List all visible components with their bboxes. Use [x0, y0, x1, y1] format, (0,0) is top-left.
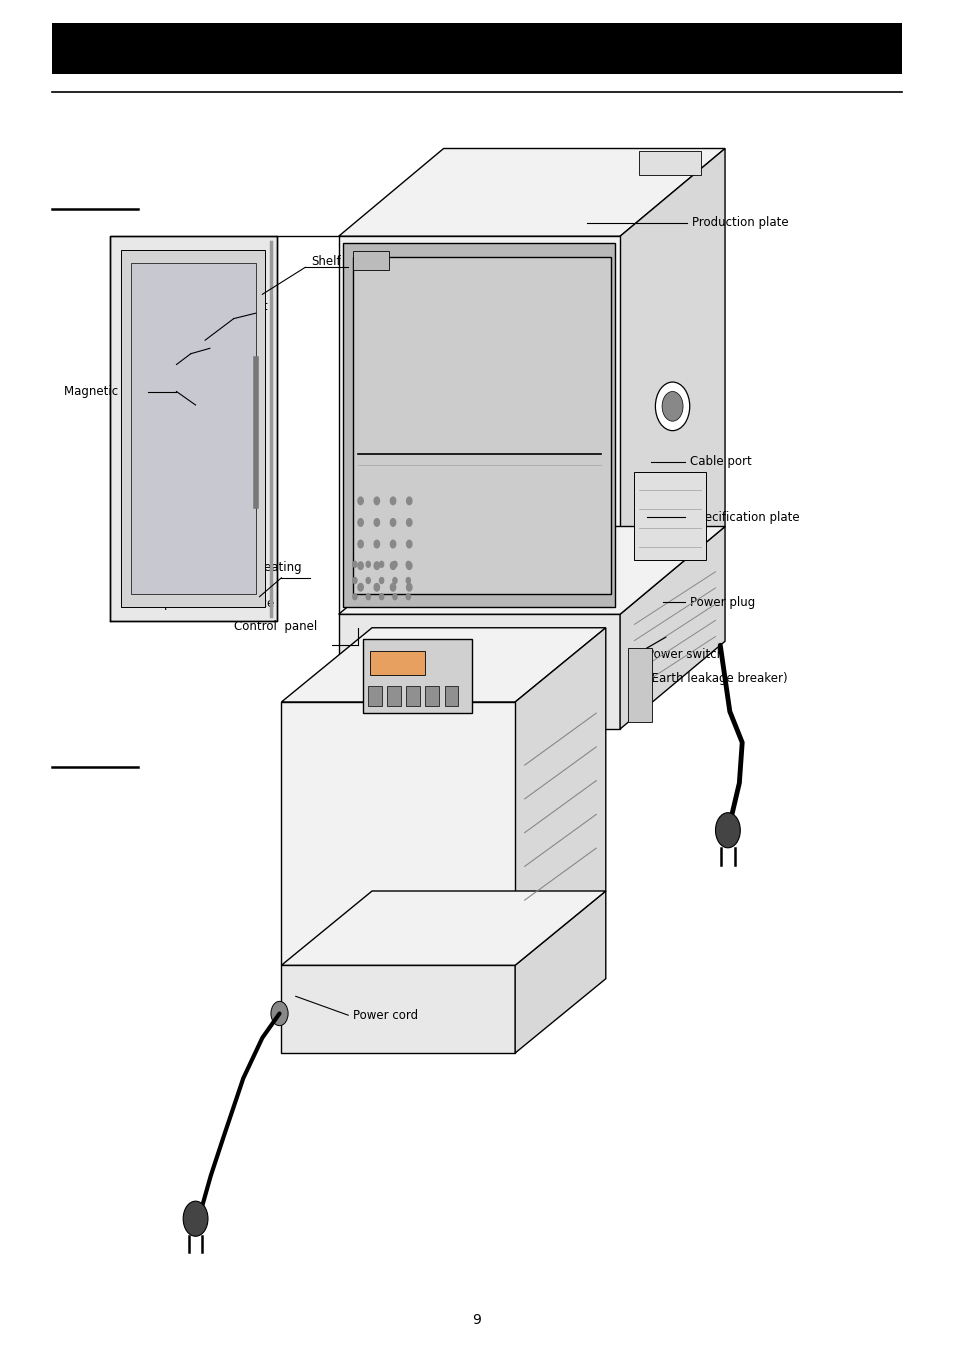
Circle shape — [406, 497, 412, 505]
Text: (Earth leakage breaker): (Earth leakage breaker) — [646, 672, 786, 686]
Circle shape — [353, 594, 356, 599]
Circle shape — [183, 1202, 208, 1237]
Circle shape — [366, 562, 370, 567]
Circle shape — [357, 518, 363, 526]
Polygon shape — [338, 526, 724, 614]
Circle shape — [353, 578, 356, 583]
Text: Cable port: Cable port — [689, 455, 751, 468]
Circle shape — [357, 497, 363, 505]
Polygon shape — [619, 526, 724, 729]
Circle shape — [366, 594, 370, 599]
Circle shape — [353, 562, 356, 567]
Polygon shape — [338, 614, 619, 729]
Polygon shape — [343, 243, 615, 608]
Polygon shape — [281, 891, 605, 965]
Circle shape — [406, 562, 410, 567]
Text: 9: 9 — [472, 1314, 481, 1327]
Polygon shape — [353, 256, 610, 594]
Polygon shape — [281, 965, 515, 1053]
Polygon shape — [639, 150, 700, 174]
Polygon shape — [338, 148, 724, 236]
Polygon shape — [338, 236, 619, 614]
Circle shape — [357, 540, 363, 548]
Polygon shape — [368, 686, 381, 706]
Text: Inner door: Inner door — [173, 342, 234, 355]
Circle shape — [406, 578, 410, 583]
Circle shape — [406, 518, 412, 526]
Circle shape — [406, 594, 410, 599]
Polygon shape — [444, 686, 457, 706]
Circle shape — [374, 518, 379, 526]
Polygon shape — [425, 686, 438, 706]
Circle shape — [390, 540, 395, 548]
Text: Control  panel: Control panel — [233, 620, 316, 633]
Circle shape — [379, 594, 383, 599]
Circle shape — [374, 583, 379, 591]
Circle shape — [379, 578, 383, 583]
Polygon shape — [110, 236, 276, 621]
Circle shape — [357, 562, 363, 570]
Circle shape — [661, 392, 682, 421]
Polygon shape — [634, 472, 705, 560]
Circle shape — [390, 497, 395, 505]
Circle shape — [390, 562, 395, 570]
Polygon shape — [387, 686, 400, 706]
Circle shape — [366, 578, 370, 583]
Polygon shape — [627, 648, 651, 722]
Polygon shape — [515, 891, 605, 1053]
Circle shape — [715, 813, 740, 848]
Text: Power cord: Power cord — [353, 1008, 417, 1022]
Circle shape — [393, 578, 396, 583]
Circle shape — [271, 1002, 288, 1026]
Text: Specification plate: Specification plate — [689, 510, 799, 524]
Circle shape — [406, 540, 412, 548]
Polygon shape — [121, 250, 265, 608]
FancyBboxPatch shape — [52, 23, 901, 74]
Circle shape — [406, 562, 412, 570]
Polygon shape — [370, 651, 424, 675]
Polygon shape — [406, 686, 419, 706]
Polygon shape — [281, 702, 515, 965]
Circle shape — [393, 562, 396, 567]
Circle shape — [393, 594, 396, 599]
Text: Shelf  bracket: Shelf bracket — [186, 300, 268, 313]
Polygon shape — [362, 639, 472, 713]
Circle shape — [655, 382, 689, 431]
Circle shape — [379, 562, 383, 567]
Circle shape — [406, 583, 412, 591]
Text: Magnetic  packing: Magnetic packing — [64, 385, 172, 398]
Text: Production plate: Production plate — [691, 216, 787, 230]
Circle shape — [357, 583, 363, 591]
Text: prevention  device: prevention device — [164, 597, 274, 610]
Polygon shape — [353, 251, 389, 270]
Circle shape — [390, 583, 395, 591]
Text: Shelf: Shelf — [311, 255, 340, 269]
Polygon shape — [515, 628, 605, 965]
Circle shape — [374, 562, 379, 570]
Circle shape — [374, 497, 379, 505]
Polygon shape — [619, 148, 724, 614]
Circle shape — [390, 518, 395, 526]
Circle shape — [374, 540, 379, 548]
Text: Independent  overheating: Independent overheating — [148, 560, 301, 574]
Polygon shape — [281, 628, 605, 702]
Text: Power switch: Power switch — [646, 648, 723, 662]
Text: Power plug: Power plug — [689, 595, 754, 609]
Polygon shape — [131, 263, 255, 594]
